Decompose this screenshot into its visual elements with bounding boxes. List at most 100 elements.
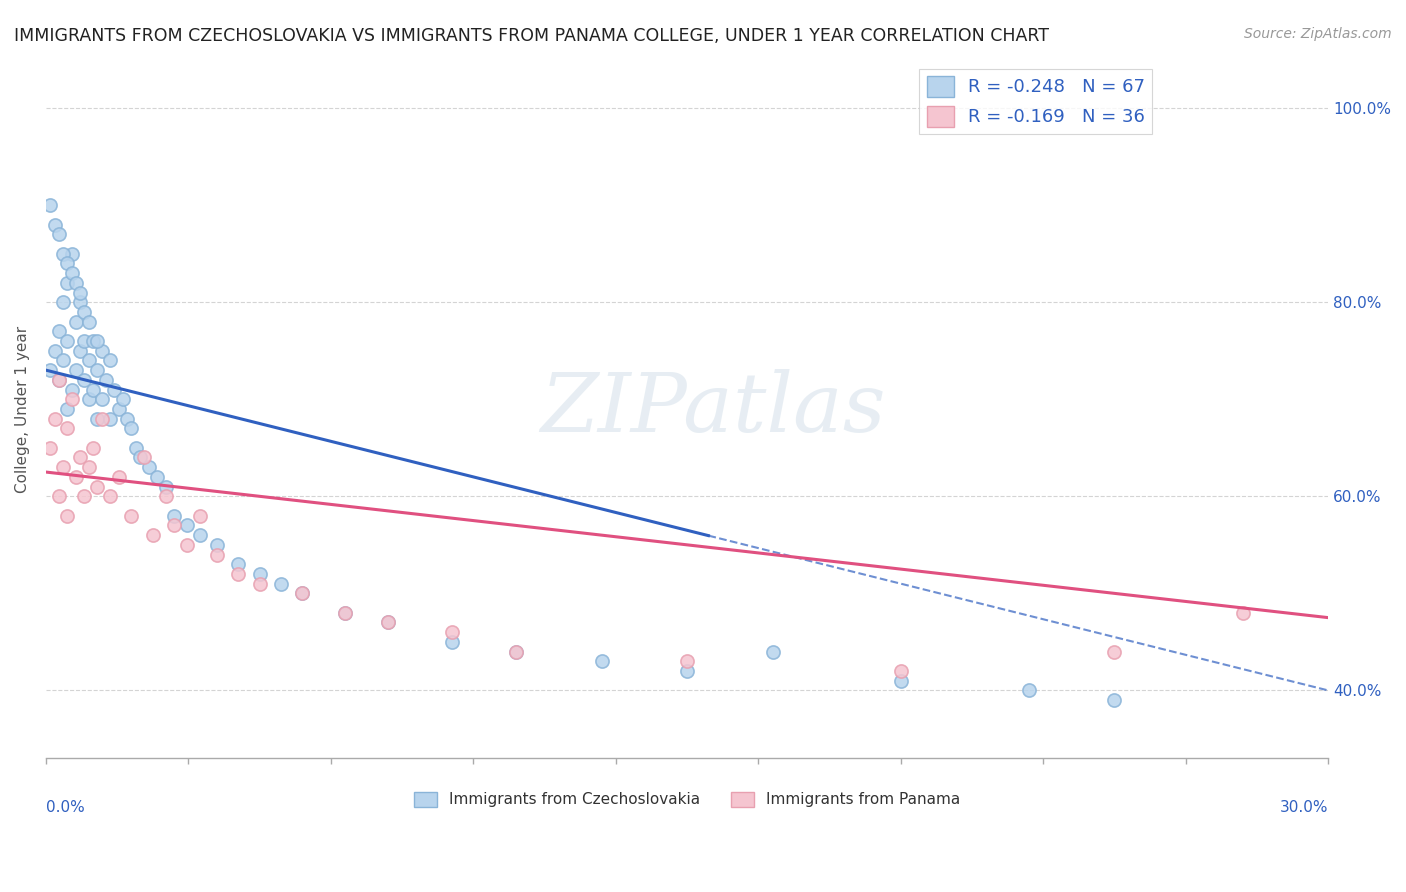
- Point: [44, 218, 66, 232]
- Point: [39, 198, 62, 212]
- Point: [163, 508, 186, 523]
- Point: [90, 392, 112, 407]
- Point: [77, 315, 100, 329]
- Point: [94, 373, 117, 387]
- Point: [56, 401, 79, 416]
- Point: [676, 664, 699, 678]
- Point: [52, 353, 75, 368]
- Point: [1104, 644, 1126, 658]
- Point: [86, 480, 108, 494]
- Point: [56, 508, 79, 523]
- Point: [73, 334, 96, 348]
- Point: [48, 373, 70, 387]
- Point: [56, 256, 79, 270]
- Point: [39, 441, 62, 455]
- Point: [163, 518, 186, 533]
- Point: [188, 528, 211, 542]
- Point: [103, 383, 125, 397]
- Point: [1104, 693, 1126, 707]
- Point: [176, 518, 198, 533]
- Point: [44, 411, 66, 425]
- Legend: R = -0.248   N = 67, R = -0.169   N = 36: R = -0.248 N = 67, R = -0.169 N = 36: [920, 69, 1153, 134]
- Point: [77, 392, 100, 407]
- Point: [134, 450, 156, 465]
- Point: [48, 373, 70, 387]
- Point: [188, 508, 211, 523]
- Point: [48, 489, 70, 503]
- Point: [249, 566, 271, 581]
- Point: [90, 411, 112, 425]
- Point: [377, 615, 399, 630]
- Point: [56, 334, 79, 348]
- Point: [60, 266, 83, 280]
- Point: [60, 383, 83, 397]
- Point: [73, 305, 96, 319]
- Point: [125, 441, 148, 455]
- Point: [1018, 683, 1040, 698]
- Point: [98, 353, 121, 368]
- Point: [52, 246, 75, 260]
- Point: [505, 644, 527, 658]
- Point: [77, 353, 100, 368]
- Point: [56, 421, 79, 435]
- Point: [69, 450, 91, 465]
- Point: [73, 373, 96, 387]
- Y-axis label: College, Under 1 year: College, Under 1 year: [15, 326, 30, 492]
- Point: [226, 558, 249, 572]
- Point: [44, 343, 66, 358]
- Point: [205, 548, 228, 562]
- Point: [65, 276, 87, 290]
- Text: Source: ZipAtlas.com: Source: ZipAtlas.com: [1244, 27, 1392, 41]
- Point: [138, 460, 160, 475]
- Point: [98, 489, 121, 503]
- Point: [73, 489, 96, 503]
- Point: [120, 508, 142, 523]
- Point: [69, 285, 91, 300]
- Point: [1232, 606, 1254, 620]
- Point: [761, 644, 783, 658]
- Point: [65, 363, 87, 377]
- Point: [146, 470, 169, 484]
- Point: [291, 586, 314, 600]
- Point: [226, 566, 249, 581]
- Point: [120, 421, 142, 435]
- Point: [333, 606, 356, 620]
- Point: [440, 635, 463, 649]
- Point: [155, 480, 177, 494]
- Point: [39, 363, 62, 377]
- Point: [86, 411, 108, 425]
- Point: [98, 411, 121, 425]
- Point: [82, 334, 104, 348]
- Point: [107, 401, 129, 416]
- Point: [60, 246, 83, 260]
- Point: [69, 343, 91, 358]
- Point: [48, 227, 70, 242]
- Point: [890, 673, 912, 688]
- Point: [111, 392, 134, 407]
- Point: [205, 538, 228, 552]
- Point: [129, 450, 152, 465]
- Point: [155, 489, 177, 503]
- Point: [82, 441, 104, 455]
- Point: [90, 343, 112, 358]
- Text: IMMIGRANTS FROM CZECHOSLOVAKIA VS IMMIGRANTS FROM PANAMA COLLEGE, UNDER 1 YEAR C: IMMIGRANTS FROM CZECHOSLOVAKIA VS IMMIGR…: [14, 27, 1049, 45]
- Point: [333, 606, 356, 620]
- Point: [249, 576, 271, 591]
- Point: [65, 470, 87, 484]
- Point: [676, 654, 699, 668]
- Point: [270, 576, 292, 591]
- Point: [77, 460, 100, 475]
- Point: [56, 276, 79, 290]
- Point: [48, 324, 70, 338]
- Point: [142, 528, 165, 542]
- Point: [86, 363, 108, 377]
- Point: [505, 644, 527, 658]
- Point: [107, 470, 129, 484]
- Point: [60, 392, 83, 407]
- Point: [52, 460, 75, 475]
- Text: 0.0%: 0.0%: [46, 800, 84, 815]
- Point: [52, 295, 75, 310]
- Point: [65, 315, 87, 329]
- Text: 30.0%: 30.0%: [1279, 800, 1329, 815]
- Text: ZIPatlas: ZIPatlas: [540, 369, 886, 449]
